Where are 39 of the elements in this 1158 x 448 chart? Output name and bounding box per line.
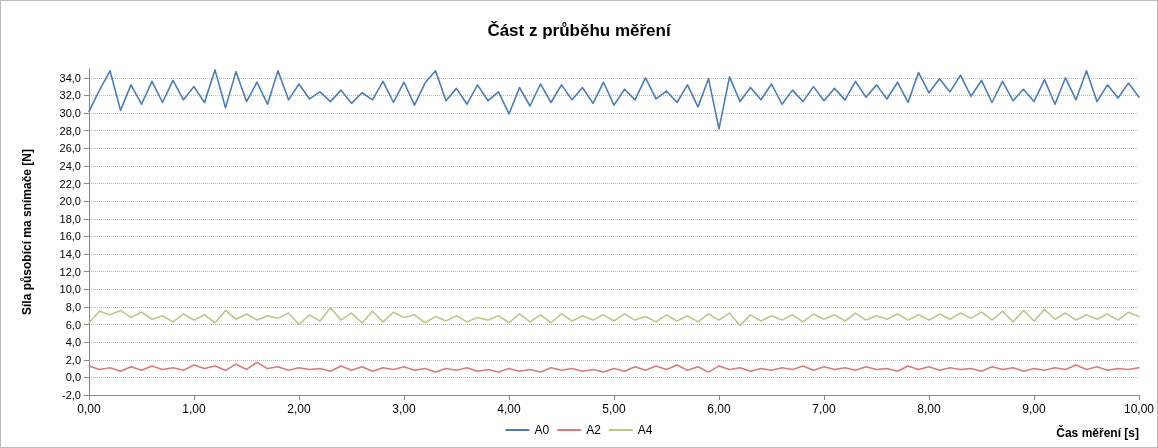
y-tick-label: 16,0 — [59, 230, 81, 243]
x-tick-label: 0,00 — [77, 402, 101, 416]
x-axis-title: Čas měření [s] — [1056, 425, 1139, 440]
chart-title: Část z průběhu měření — [487, 21, 672, 40]
y-tick-label: 28,0 — [59, 124, 81, 137]
legend-label: A0 — [534, 423, 550, 437]
legend-label: A2 — [586, 423, 602, 437]
line-series — [88, 69, 1140, 130]
line-series — [88, 361, 1140, 373]
y-tick-label: 32,0 — [59, 89, 81, 102]
y-axis-title: Síla působící ma snímače [N] — [20, 148, 34, 316]
x-tick-label: 1,00 — [182, 402, 206, 416]
x-tick-label: 8,00 — [917, 402, 941, 416]
y-tick-label: -2,0 — [62, 389, 81, 401]
y-tick-label: 6,0 — [65, 318, 81, 331]
y-tick-label: 22,0 — [59, 177, 81, 190]
y-tick-label: 12,0 — [59, 265, 81, 278]
x-tick-label: 5,00 — [602, 402, 626, 416]
x-tick-label: 7,00 — [812, 402, 836, 416]
y-tick-label: 34,0 — [59, 71, 81, 84]
line-series — [88, 306, 1140, 327]
y-tick-label: 8,0 — [65, 300, 81, 313]
legend-label: A4 — [637, 423, 653, 437]
y-tick-label: 20,0 — [59, 195, 81, 208]
x-tick-label: 6,00 — [707, 402, 731, 416]
x-tick-label: 3,00 — [392, 402, 416, 416]
y-tick-label: 10,0 — [59, 283, 81, 296]
y-tick-label: 30,0 — [59, 107, 81, 120]
x-tick-label: 4,00 — [497, 402, 521, 416]
y-tick-label: 14,0 — [59, 248, 81, 261]
x-tick-label: 10,00 — [1123, 402, 1155, 416]
y-tick-label: 2,0 — [65, 353, 81, 366]
x-tick-label: 2,00 — [287, 402, 311, 416]
y-tick-label: 0,0 — [65, 371, 81, 384]
y-tick-label: 18,0 — [59, 212, 81, 225]
y-tick-label: 26,0 — [59, 142, 81, 155]
y-tick-label: 4,0 — [65, 336, 81, 349]
y-tick-label: 24,0 — [59, 159, 81, 172]
x-tick-label: 9,00 — [1022, 402, 1046, 416]
